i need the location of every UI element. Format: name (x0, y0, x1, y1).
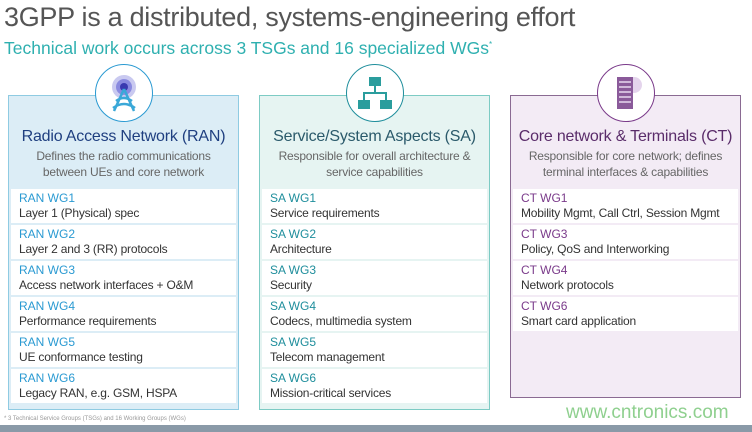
wg-name: CT WG6 (521, 299, 568, 313)
wg-name: CT WG3 (521, 227, 568, 241)
wg-name: RAN WG6 (19, 371, 76, 385)
wg-description: Smart card application (521, 314, 636, 328)
wg-description: Telecom management (270, 350, 385, 364)
group-header: Service/System Aspects (SA) Responsible f… (260, 96, 489, 189)
group-title: Core network & Terminals (CT) (518, 128, 733, 145)
wg-description: Access network interfaces + O&M (19, 278, 194, 292)
wg-description: Architecture (270, 242, 332, 256)
working-group-row: SA WG2 Architecture (262, 225, 487, 259)
group-description: Responsible for overall architecture & se… (260, 148, 489, 180)
description-line: Defines the radio communications (36, 149, 211, 163)
working-group-row: RAN WG3 Access network interfaces + O&M (11, 261, 236, 295)
footnote: * 3 Technical Service Groups (TSGs) and … (4, 416, 186, 422)
working-group-row: SA WG6 Mission-critical services (262, 369, 487, 403)
slide-title: 3GPP is a distributed, systems-engineeri… (4, 2, 576, 32)
working-group-row: CT WG6 Smart card application (513, 297, 738, 331)
wg-description: Codecs, multimedia system (270, 314, 412, 328)
bottom-bar (0, 425, 752, 432)
wg-name: RAN WG1 (19, 191, 76, 205)
wg-name: SA WG4 (270, 299, 317, 313)
group-description: Defines the radio communications between … (9, 148, 238, 180)
group-header: Radio Access Network (RAN) Defines the ra… (9, 96, 238, 189)
working-group-row: SA WG1 Service requirements (262, 189, 487, 223)
wg-name: SA WG5 (270, 335, 317, 349)
wg-name: CT WG4 (521, 263, 568, 277)
wg-description: Policy, QoS and Interworking (521, 242, 670, 256)
wg-description: Service requirements (270, 206, 380, 220)
wg-description: Layer 2 and 3 (RR) protocols (19, 242, 168, 256)
group-description: Responsible for core network; defines ter… (511, 148, 740, 180)
wg-name: SA WG2 (270, 227, 317, 241)
working-group-row: RAN WG2 Layer 2 and 3 (RR) protocols (11, 225, 236, 259)
footnote-mark: * (489, 40, 493, 50)
group-title: Radio Access Network (RAN) (21, 128, 226, 145)
sa-group-box: Service/System Aspects (SA) Responsible f… (259, 95, 490, 410)
wg-name: RAN WG2 (19, 227, 76, 241)
working-group-row: RAN WG4 Performance requirements (11, 297, 236, 331)
description-line: Responsible for core network; defines (528, 149, 723, 163)
wg-name: CT WG1 (521, 191, 568, 205)
working-group-row: RAN WG5 UE conformance testing (11, 333, 236, 367)
subtitle-text: Technical work occurs across 3 TSGs and … (4, 38, 490, 58)
wg-name: RAN WG3 (19, 263, 76, 277)
wg-name: SA WG6 (270, 371, 317, 385)
wg-description: Mission-critical services (270, 386, 392, 400)
working-group-row: SA WG4 Codecs, multimedia system (262, 297, 487, 331)
ran-group-box: Radio Access Network (RAN) Defines the ra… (8, 95, 239, 410)
wg-name: RAN WG5 (19, 335, 76, 349)
wg-description: UE conformance testing (19, 350, 143, 364)
working-group-row: RAN WG1 Layer 1 (Physical) spec (11, 189, 236, 223)
description-line: service capabilities (326, 165, 423, 179)
wg-name: SA WG1 (270, 191, 317, 205)
wg-description: Layer 1 (Physical) spec (19, 206, 140, 220)
slide-subtitle: Technical work occurs across 3 TSGs and … (4, 38, 492, 59)
network-hierarchy-icon (346, 64, 404, 122)
wg-description: Performance requirements (19, 314, 157, 328)
description-line: between UEs and core network (42, 165, 205, 179)
working-group-row: RAN WG6 Legacy RAN, e.g. GSM, HSPA (11, 369, 236, 403)
wg-name: SA WG3 (270, 263, 317, 277)
radio-tower-icon (95, 64, 153, 122)
wg-description: Mobility Mgmt, Call Ctrl, Session Mgmt (521, 206, 720, 220)
group-title: Service/System Aspects (SA) (273, 128, 476, 145)
wg-name: RAN WG4 (19, 299, 76, 313)
server-cloud-icon (597, 64, 655, 122)
wg-description: Security (270, 278, 312, 292)
watermark: www.cntronics.com (566, 402, 729, 423)
description-line: Responsible for overall architecture & (278, 149, 471, 163)
wg-description: Network protocols (521, 278, 614, 292)
wg-description: Legacy RAN, e.g. GSM, HSPA (19, 386, 177, 400)
working-group-row: SA WG3 Security (262, 261, 487, 295)
working-group-row: CT WG3 Policy, QoS and Interworking (513, 225, 738, 259)
working-group-row: CT WG1 Mobility Mgmt, Call Ctrl, Session … (513, 189, 738, 223)
description-line: terminal interfaces & capabilities (542, 165, 709, 179)
working-group-row: SA WG5 Telecom management (262, 333, 487, 367)
working-group-row: CT WG4 Network protocols (513, 261, 738, 295)
ct-group-box: Core network & Terminals (CT) Responsible… (510, 95, 741, 398)
group-header: Core network & Terminals (CT) Responsible… (511, 96, 740, 189)
